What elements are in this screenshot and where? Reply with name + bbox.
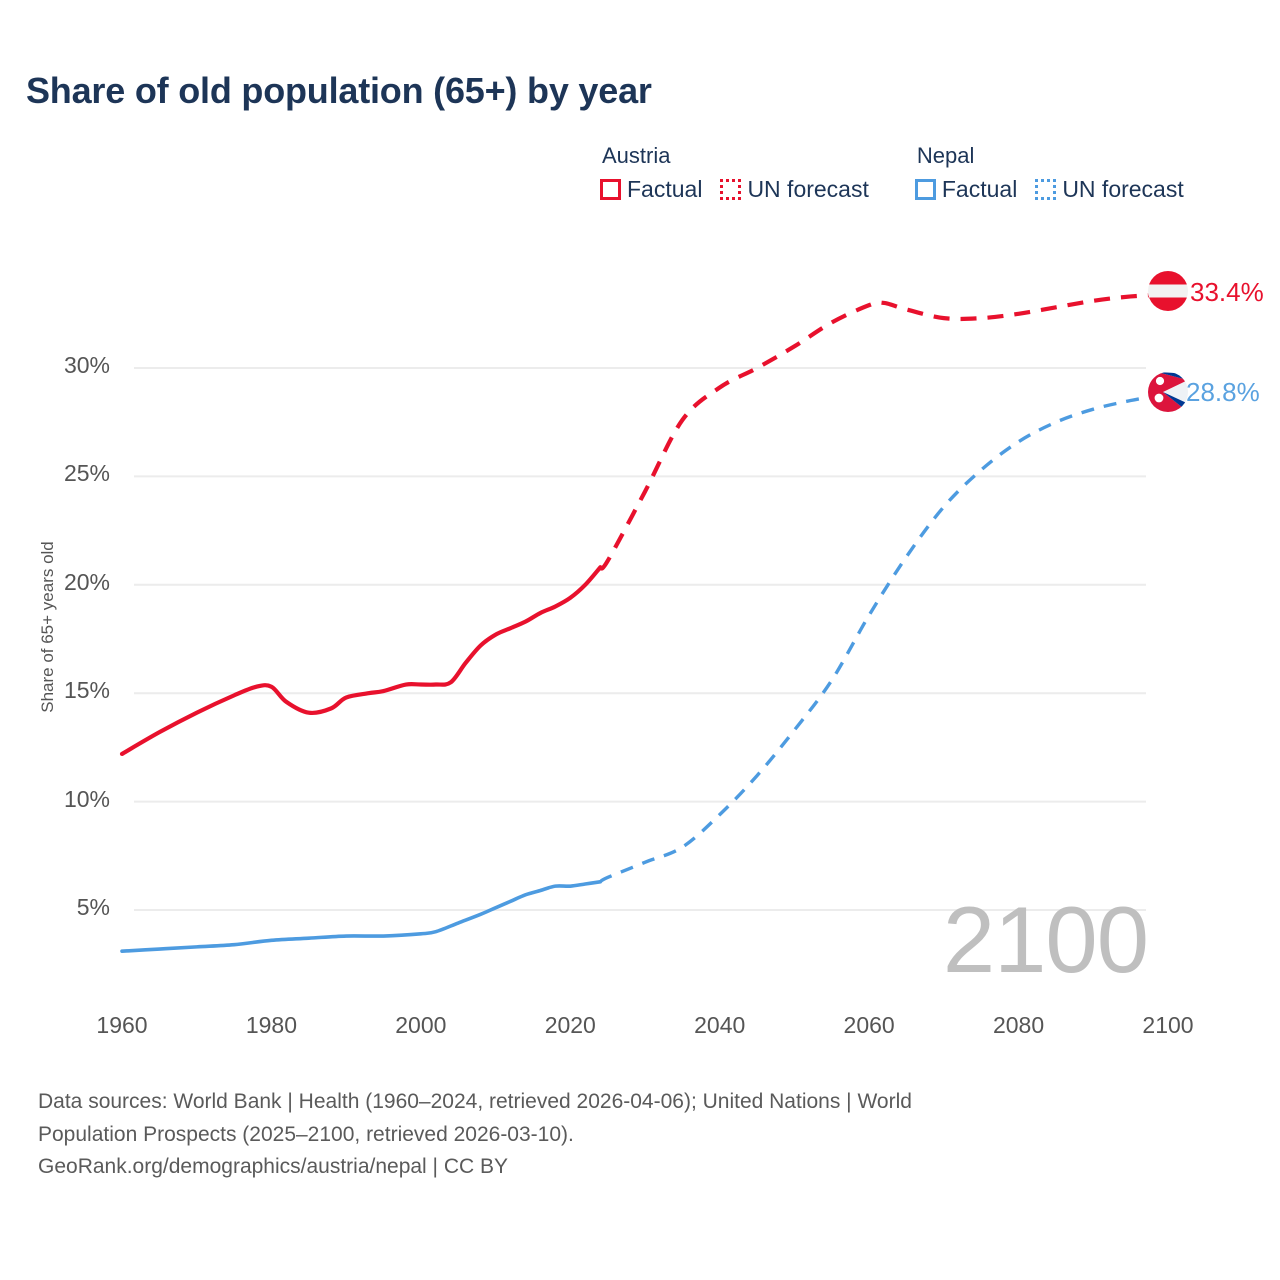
legend-item-nepal-factual[interactable]: Factual — [914, 176, 1018, 203]
footer-line-2: Population Prospects (2025–2100, retriev… — [38, 1122, 574, 1146]
x-tick-label: 1980 — [245, 1012, 297, 1038]
legend-group-austria: Austria Factual UN forecast — [600, 143, 869, 203]
x-tick-label: 1960 — [96, 1012, 148, 1038]
line-forecast-austria — [598, 292, 1169, 571]
year-watermark: 2100 — [942, 887, 1149, 992]
y-tick-label: 25% — [63, 460, 110, 487]
end-label-nepal: 28.8% — [1186, 377, 1260, 407]
austria-flag-marker-icon — [1148, 271, 1188, 311]
legend-label-nepal-forecast: UN forecast — [1062, 176, 1184, 202]
y-tick-label: 30% — [63, 352, 110, 378]
line-factual-nepal — [120, 880, 602, 953]
legend-label-austria-forecast: UN forecast — [747, 176, 869, 202]
y-tick-label: 15% — [63, 677, 110, 704]
x-tick-label: 2000 — [395, 1012, 447, 1038]
legend-swatch-solid-red-icon — [600, 179, 621, 200]
legend-item-austria-factual[interactable]: Factual — [600, 176, 702, 203]
x-tick-label: 2020 — [544, 1012, 596, 1038]
line-factual-austria — [119, 565, 603, 756]
x-tick-label: 2100 — [1142, 1012, 1194, 1038]
y-tick-label: 20% — [63, 568, 110, 595]
end-label-austria: 33.4% — [1190, 277, 1264, 307]
legend-label-austria-factual: Factual — [627, 176, 703, 202]
chart-title: Share of old population (65+) by year — [26, 70, 652, 111]
legend-item-austria-forecast[interactable]: UN forecast — [720, 176, 869, 203]
line-forecast-nepal — [599, 392, 1169, 884]
legend-country-nepal: Nepal — [916, 143, 975, 168]
legend-label-nepal-factual: Factual — [941, 176, 1018, 202]
chart-legend: Austria Factual UN forecast Nepal Factua… — [600, 143, 1184, 203]
legend-swatch-dotted-red-icon — [720, 179, 742, 200]
chart-footer: Data sources: World Bank | Health (1960–… — [38, 1086, 1168, 1184]
gridlines — [134, 367, 1146, 911]
footer-line-3: GeoRank.org/demographics/austria/nepal |… — [38, 1155, 509, 1179]
series-lines — [119, 292, 1169, 953]
legend-group-nepal: Nepal Factual UN forecast — [914, 143, 1184, 203]
legend-swatch-dotted-blue-icon — [1035, 179, 1057, 200]
legend-country-austria: Austria — [602, 143, 671, 168]
legend-item-nepal-forecast[interactable]: UN forecast — [1035, 176, 1184, 203]
y-tick-label: 5% — [76, 894, 110, 920]
y-tick-label: 10% — [63, 785, 110, 812]
legend-swatch-solid-blue-icon — [914, 179, 936, 200]
x-tick-label: 2080 — [992, 1012, 1045, 1038]
x-tick-label: 2040 — [694, 1012, 746, 1038]
footer-line-1: Data sources: World Bank | Health (1960–… — [38, 1090, 912, 1113]
x-tick-label: 2060 — [843, 1012, 895, 1038]
nepal-flag-marker-icon — [1148, 372, 1188, 412]
